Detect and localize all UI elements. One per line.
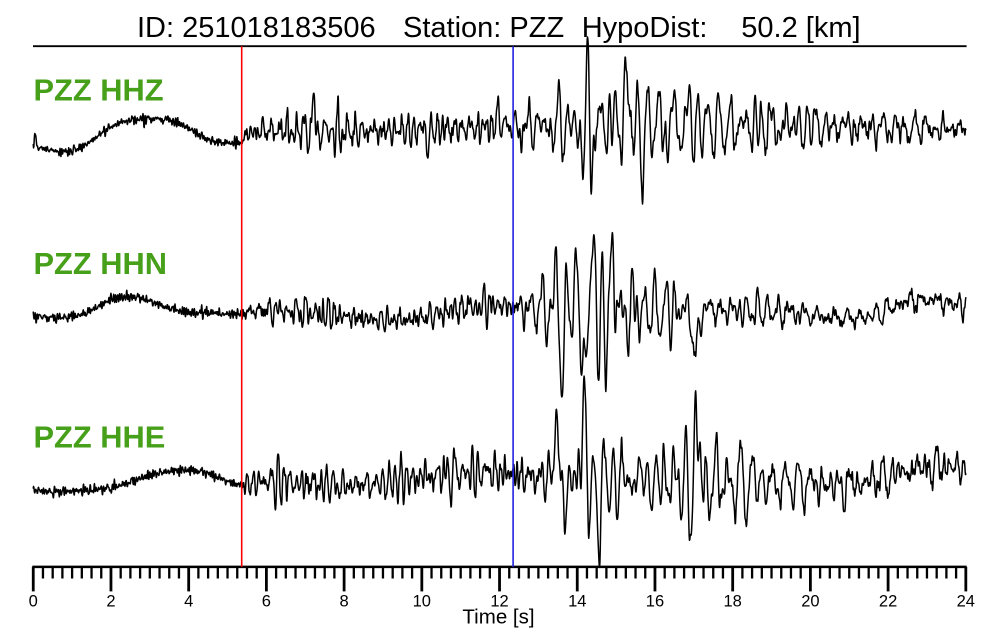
svg-text:PZZ HHE: PZZ HHE [34, 420, 166, 455]
svg-text:2: 2 [106, 593, 115, 611]
svg-text:18: 18 [724, 593, 742, 611]
svg-text:PZZ HHN: PZZ HHN [34, 246, 167, 281]
svg-text:ID: 251018183506: ID: 251018183506 [137, 12, 376, 44]
svg-text:8: 8 [340, 593, 349, 611]
svg-text:HypoDist:: HypoDist: [582, 12, 708, 44]
svg-text:16: 16 [646, 593, 664, 611]
svg-text:14: 14 [568, 593, 586, 611]
svg-text:24: 24 [957, 593, 975, 611]
svg-text:22: 22 [879, 593, 897, 611]
svg-text:Time [s]: Time [s] [462, 606, 534, 629]
svg-text:PZZ HHZ: PZZ HHZ [34, 72, 164, 107]
svg-text:Station: PZZ: Station: PZZ [403, 12, 564, 44]
svg-text:20: 20 [801, 593, 819, 611]
svg-text:0: 0 [29, 593, 38, 611]
svg-text:4: 4 [184, 593, 193, 611]
svg-text:6: 6 [262, 593, 271, 611]
svg-text:12: 12 [490, 593, 508, 611]
svg-text:50.2 [km]: 50.2 [km] [741, 12, 860, 44]
svg-text:10: 10 [413, 593, 431, 611]
